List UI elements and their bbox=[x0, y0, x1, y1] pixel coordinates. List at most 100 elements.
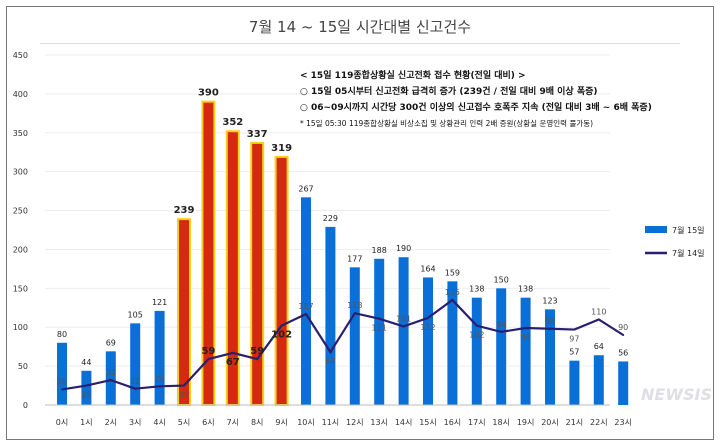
bar bbox=[569, 360, 580, 405]
y-tick-label: 450 bbox=[13, 51, 28, 60]
x-tick-label: 1시 bbox=[80, 418, 92, 427]
line-value-label: 67 bbox=[226, 357, 240, 368]
x-tick-label: 22시 bbox=[590, 418, 608, 427]
line-value-label: 20 bbox=[57, 377, 67, 386]
bar-value-label: 138 bbox=[469, 285, 484, 294]
x-tick-label: 14시 bbox=[395, 418, 413, 427]
y-tick-label: 200 bbox=[13, 245, 28, 254]
bar-value-label: 188 bbox=[372, 246, 387, 255]
bar-value-label: 319 bbox=[271, 143, 292, 154]
y-tick-label: 300 bbox=[13, 168, 28, 177]
annotation-heading: < 15일 119종합상황실 신고전화 접수 현황(전일 대비) > bbox=[300, 71, 526, 81]
line-point bbox=[500, 330, 503, 333]
x-tick-label: 10시 bbox=[297, 418, 315, 427]
x-tick-label: 15시 bbox=[419, 418, 437, 427]
line-point bbox=[524, 327, 527, 329]
x-tick-label: 3시 bbox=[129, 418, 141, 427]
bar bbox=[154, 310, 165, 405]
line-point bbox=[573, 328, 576, 331]
line-point bbox=[378, 317, 381, 320]
legend-bar-swatch bbox=[645, 226, 667, 233]
bar bbox=[130, 323, 141, 405]
bar bbox=[57, 342, 67, 405]
line-value-label: 101 bbox=[396, 314, 411, 323]
line-point bbox=[134, 387, 137, 390]
line-value-label: 99 bbox=[521, 333, 531, 342]
line-value-label: 97 bbox=[569, 335, 579, 344]
line-value-label: 90 bbox=[618, 323, 628, 332]
line-series bbox=[61, 298, 624, 391]
x-tick-label: 21시 bbox=[566, 418, 584, 427]
x-tick-label: 9시 bbox=[275, 418, 287, 427]
bar bbox=[301, 197, 311, 405]
x-tick-label: 4시 bbox=[153, 418, 165, 427]
x-tick-label: 23시 bbox=[614, 418, 632, 427]
line-value-label: 118 bbox=[347, 301, 362, 310]
x-tick-label: 0시 bbox=[56, 418, 68, 427]
legend-line-label: 7월 14일 bbox=[672, 248, 705, 258]
annotation-footnote: * 15일 05:30 119종합상황실 비상소집 및 상황관리 인력 2배 증… bbox=[300, 119, 594, 128]
line-point bbox=[402, 325, 405, 328]
bar bbox=[105, 351, 116, 405]
annotation-line-1: ○ 15일 05시부터 신고전화 급격히 증가 (239건 / 전일 대비 9배… bbox=[300, 87, 598, 97]
annotation-line-2: ○ 06~09시까지 시간당 300건 이상의 신고접수 호폭주 지속 (전일 … bbox=[300, 103, 652, 113]
line-point bbox=[597, 318, 600, 321]
y-tick-label: 400 bbox=[13, 90, 28, 99]
line-point bbox=[353, 312, 356, 315]
line-point bbox=[183, 384, 185, 387]
bar-value-label: 229 bbox=[323, 214, 338, 223]
bar-value-label: 159 bbox=[445, 268, 460, 277]
x-tick-label: 2시 bbox=[105, 418, 117, 427]
line-value-label: 110 bbox=[591, 307, 606, 316]
x-tick-label: 12시 bbox=[346, 418, 364, 427]
bar-value-label: 123 bbox=[542, 296, 557, 305]
line-value-label: 94 bbox=[496, 320, 506, 329]
line-value-label: 59 bbox=[250, 346, 264, 357]
bar bbox=[545, 309, 555, 405]
line-point bbox=[305, 313, 307, 315]
bar-value-label: 352 bbox=[222, 117, 243, 128]
line-value-label: 98 bbox=[545, 317, 555, 326]
line-value-label: 21 bbox=[130, 377, 140, 386]
bar bbox=[496, 288, 507, 405]
bar-value-label: 267 bbox=[298, 184, 313, 193]
line-point bbox=[85, 384, 88, 387]
line-point bbox=[231, 351, 234, 354]
bar bbox=[349, 267, 360, 405]
x-tick-label: 8시 bbox=[251, 418, 263, 427]
bar-value-label: 177 bbox=[347, 254, 362, 263]
bar bbox=[520, 297, 531, 405]
line-value-label: 59 bbox=[201, 346, 215, 357]
y-tick-label: 350 bbox=[13, 129, 28, 138]
line-point bbox=[109, 379, 112, 382]
bar-highlight bbox=[177, 218, 191, 406]
bar-value-label: 138 bbox=[518, 285, 533, 294]
line-value-label: 102 bbox=[469, 331, 484, 340]
bar bbox=[81, 370, 92, 405]
line-value-label: 135 bbox=[445, 288, 460, 297]
x-tick-label: 7시 bbox=[227, 418, 239, 427]
x-tick-label: 17시 bbox=[468, 418, 486, 427]
line-point bbox=[451, 299, 454, 301]
x-tick-label: 18시 bbox=[492, 418, 510, 427]
line-point bbox=[207, 358, 210, 361]
bar bbox=[398, 257, 409, 405]
y-tick-label: 50 bbox=[18, 362, 28, 371]
x-tick-label: 16시 bbox=[444, 418, 462, 427]
line-point bbox=[329, 351, 332, 354]
annotation-box: < 15일 119종합상황실 신고전화 접수 현황(전일 대비) > ○ 15일… bbox=[300, 70, 710, 132]
legend-bar-label: 7월 15일 bbox=[672, 225, 705, 235]
bar-highlight bbox=[274, 155, 289, 406]
y-tick-label: 150 bbox=[13, 284, 28, 293]
x-tick-label: 6시 bbox=[202, 418, 214, 427]
line-point bbox=[427, 316, 429, 319]
x-tick-label: 19시 bbox=[517, 418, 535, 427]
title-divider bbox=[40, 43, 680, 44]
bar-value-label: 105 bbox=[128, 310, 143, 319]
bar-value-label: 164 bbox=[420, 264, 435, 273]
line-point bbox=[256, 358, 259, 361]
x-tick-label: 20시 bbox=[541, 418, 559, 427]
bar-value-label: 150 bbox=[494, 275, 509, 284]
x-tick-label: 13시 bbox=[370, 418, 388, 427]
